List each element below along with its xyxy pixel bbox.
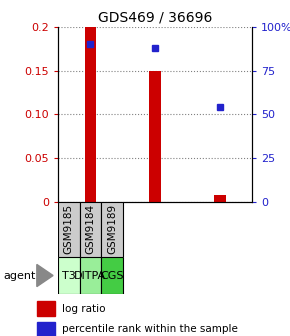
Text: agent: agent [3, 270, 35, 281]
Bar [101, 202, 123, 257]
Title: GDS469 / 36696: GDS469 / 36696 [98, 10, 212, 24]
Text: percentile rank within the sample: percentile rank within the sample [62, 324, 238, 334]
Bar [79, 257, 101, 294]
Bar [37, 322, 55, 336]
Bar [58, 202, 79, 257]
Bar [58, 257, 79, 294]
Bar [149, 71, 161, 202]
Text: DITPA: DITPA [74, 270, 106, 281]
Text: CGS: CGS [100, 270, 124, 281]
Bar [101, 257, 123, 294]
Bar [85, 27, 96, 202]
Bar [37, 301, 55, 316]
Text: T3: T3 [62, 270, 76, 281]
Text: GSM9184: GSM9184 [85, 204, 95, 254]
Bar [214, 195, 226, 202]
Text: log ratio: log ratio [62, 304, 106, 313]
Bar [79, 202, 101, 257]
Text: GSM9189: GSM9189 [107, 204, 117, 254]
Text: GSM9185: GSM9185 [64, 204, 74, 254]
Polygon shape [37, 264, 53, 287]
